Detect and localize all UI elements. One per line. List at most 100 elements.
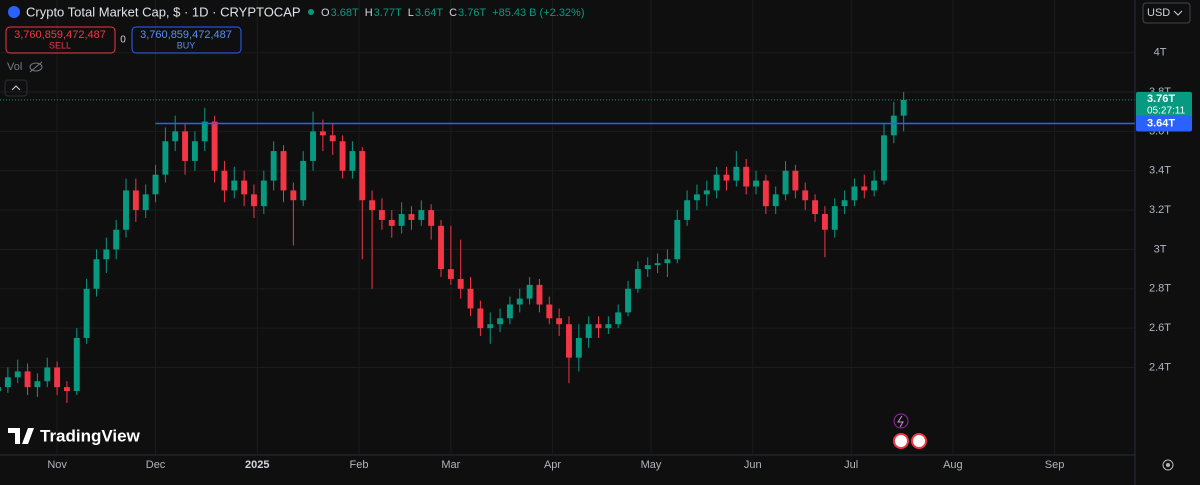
candle-body [319, 131, 326, 136]
candle-body [900, 99, 907, 116]
candle-body [536, 284, 543, 305]
candle-body [841, 200, 848, 207]
candle-body [211, 121, 218, 171]
last-price-label: 3.76T [1147, 93, 1175, 105]
symbol-icon [8, 6, 20, 18]
dropdown-icon [1173, 10, 1183, 16]
candle-body [723, 174, 730, 181]
spread: 0 [120, 35, 126, 46]
event-icon[interactable] [893, 413, 909, 429]
candle-body [753, 180, 759, 187]
buy-label[interactable]: BUY [177, 40, 196, 50]
sell-price[interactable]: 3,760,859,472,487 [14, 29, 106, 41]
candle-body [4, 377, 11, 388]
ohlc-value: 3.64T [415, 7, 443, 19]
candle-body [231, 180, 238, 191]
candle-body [792, 170, 799, 191]
candle-body [605, 324, 612, 329]
candle-body [546, 304, 553, 319]
candle-body [831, 206, 838, 230]
sell-button[interactable] [5, 26, 116, 54]
candle-body [871, 180, 878, 191]
logo-icon [8, 428, 34, 444]
ohlc-key: C [449, 7, 457, 19]
candle-body [585, 324, 592, 338]
candle-body [0, 387, 1, 392]
candle-body [467, 288, 474, 309]
last-price-tag [1136, 91, 1192, 118]
candle-body [881, 135, 887, 181]
candle-body [54, 367, 61, 388]
collapse-icon [11, 85, 21, 91]
candle-body [772, 194, 779, 207]
candle-body [44, 367, 51, 382]
candle-body [408, 214, 415, 220]
candle-body [251, 194, 257, 207]
currency-button[interactable] [1142, 2, 1191, 24]
candle-body [418, 210, 425, 220]
candle-body [359, 151, 366, 201]
candle-body [743, 166, 750, 187]
candle-body [103, 249, 110, 260]
hide-icon[interactable] [29, 61, 43, 73]
ohlc-legend: O 3.68T H 3.77T L 3.64T C 3.76T +85.43 B (+2.32%… [321, 7, 585, 19]
ohlc-value: 3.76T [458, 7, 486, 19]
logo-text: TradingView [40, 426, 141, 445]
y-tick-label: 2.4T [1149, 361, 1171, 373]
candle-body [310, 131, 316, 161]
candle-body [497, 318, 504, 325]
candle-body [487, 324, 494, 329]
buy-button[interactable] [131, 26, 242, 54]
candle-body [132, 190, 139, 211]
candle-body [506, 304, 513, 319]
candle-body [14, 371, 21, 378]
candle-body [152, 174, 159, 195]
plot-area [0, 0, 1135, 455]
candle-body [556, 318, 563, 325]
hline-label: 3.64T [1147, 117, 1175, 129]
y-tick-label: 3.4T [1149, 165, 1171, 177]
candle-body [290, 190, 297, 201]
y-tick-label: 4T [1154, 47, 1167, 59]
sell-label[interactable]: SELL [49, 40, 71, 50]
event-flag[interactable] [911, 433, 927, 449]
candle-body [782, 170, 789, 195]
buy-price[interactable]: 3,760,859,472,487 [140, 29, 232, 41]
candle-body [812, 200, 819, 215]
candle-body [566, 324, 572, 358]
candle-body [398, 214, 405, 226]
market-status [308, 9, 314, 15]
candle-body [457, 278, 464, 289]
currency[interactable]: USD [1147, 7, 1170, 19]
candle-body [595, 324, 602, 329]
candle-body [280, 151, 287, 191]
candle-body [644, 265, 651, 270]
candle-body [634, 269, 641, 289]
candle-body [674, 219, 681, 260]
candle-body [762, 180, 769, 207]
event-flag[interactable] [893, 433, 909, 449]
candle-body [93, 259, 100, 289]
candle-body [615, 312, 622, 325]
collapse-button[interactable] [4, 79, 28, 97]
change: +85.43 B (+2.32%) [492, 7, 584, 19]
candle-body [821, 214, 828, 230]
candle-body [428, 210, 435, 226]
candle-body [329, 135, 336, 142]
candle-body [113, 229, 120, 250]
volume-label: Vol [7, 61, 22, 73]
candle-body [438, 225, 444, 270]
candle-body [172, 131, 179, 142]
symbol-title[interactable]: Crypto Total Market Cap, $ · 1D · CRYPTO… [26, 4, 301, 19]
x-tick-label: 2025 [245, 459, 269, 471]
ohlc-value: 3.68T [331, 7, 359, 19]
candle-body [516, 298, 523, 305]
ohlc-value: 3.77T [374, 7, 402, 19]
candle-body [369, 200, 376, 211]
x-tick-label: May [641, 459, 662, 471]
y-tick-label: 3.2T [1149, 204, 1171, 216]
settings-icon[interactable] [1162, 459, 1174, 471]
x-tick-label: Jul [844, 459, 858, 471]
